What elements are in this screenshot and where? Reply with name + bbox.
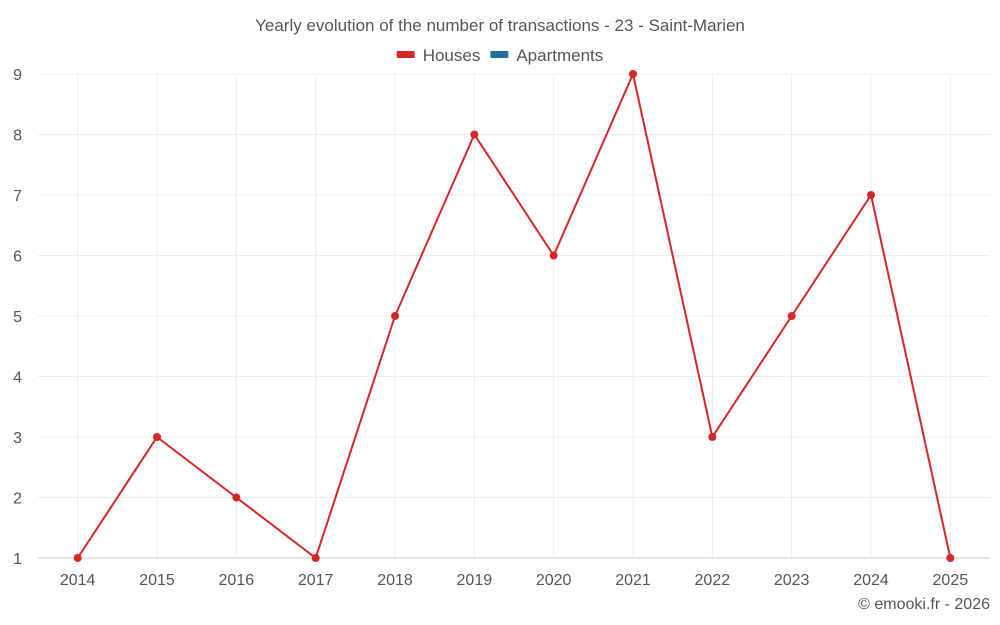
- data-point: [946, 554, 955, 562]
- chart-title: Yearly evolution of the number of transa…: [255, 16, 745, 35]
- data-point: [549, 251, 558, 260]
- x-tick-label: 2024: [853, 572, 889, 589]
- data-point: [470, 130, 479, 139]
- data-point: [629, 70, 637, 78]
- data-point: [391, 312, 399, 320]
- data-point: [867, 191, 875, 199]
- series-layer: [73, 70, 955, 562]
- y-tick-label: 6: [13, 249, 22, 266]
- legend-swatch-apartments: [490, 51, 509, 58]
- data-point: [787, 312, 796, 320]
- x-tick-label: 2020: [536, 572, 572, 589]
- x-tick-label: 2025: [933, 572, 969, 589]
- x-tick-label: 2014: [60, 572, 96, 589]
- y-tick-label: 9: [13, 67, 22, 84]
- y-tick-label: 7: [13, 188, 22, 205]
- x-tick-label: 2021: [615, 572, 651, 589]
- x-tick-label: 2018: [377, 572, 413, 589]
- axes: 1 2 3 4 5 6 7 8 9 2014 2015 2016 2017 2018 2019 2020 202…: [13, 67, 990, 589]
- x-tick-label: 2019: [457, 572, 493, 589]
- data-point: [708, 433, 717, 441]
- x-tick-label: 2022: [695, 572, 731, 589]
- y-tick-label: 3: [13, 430, 22, 447]
- y-tick-label: 5: [13, 309, 22, 326]
- data-point: [311, 554, 320, 562]
- y-tick-label: 8: [13, 128, 22, 145]
- legend-label-houses: Houses: [423, 46, 481, 65]
- grid: [38, 73, 990, 558]
- y-tick-label: 4: [13, 370, 22, 387]
- x-tick-label: 2017: [298, 572, 334, 589]
- series-line-houses: [76, 73, 952, 559]
- x-tick-label: 2016: [219, 572, 255, 589]
- x-tick-label: 2015: [139, 572, 175, 589]
- legend: Houses Apartments: [396, 46, 603, 65]
- y-tick-label: 2: [13, 491, 22, 508]
- data-point: [153, 433, 161, 441]
- legend-swatch-houses: [396, 51, 415, 58]
- legend-label-apartments: Apartments: [516, 46, 603, 65]
- credit-text: © emooki.fr - 2026: [858, 596, 990, 613]
- y-tick-label: 1: [13, 551, 22, 568]
- data-point: [232, 493, 241, 502]
- x-tick-label: 2023: [774, 572, 810, 589]
- data-point: [73, 554, 82, 562]
